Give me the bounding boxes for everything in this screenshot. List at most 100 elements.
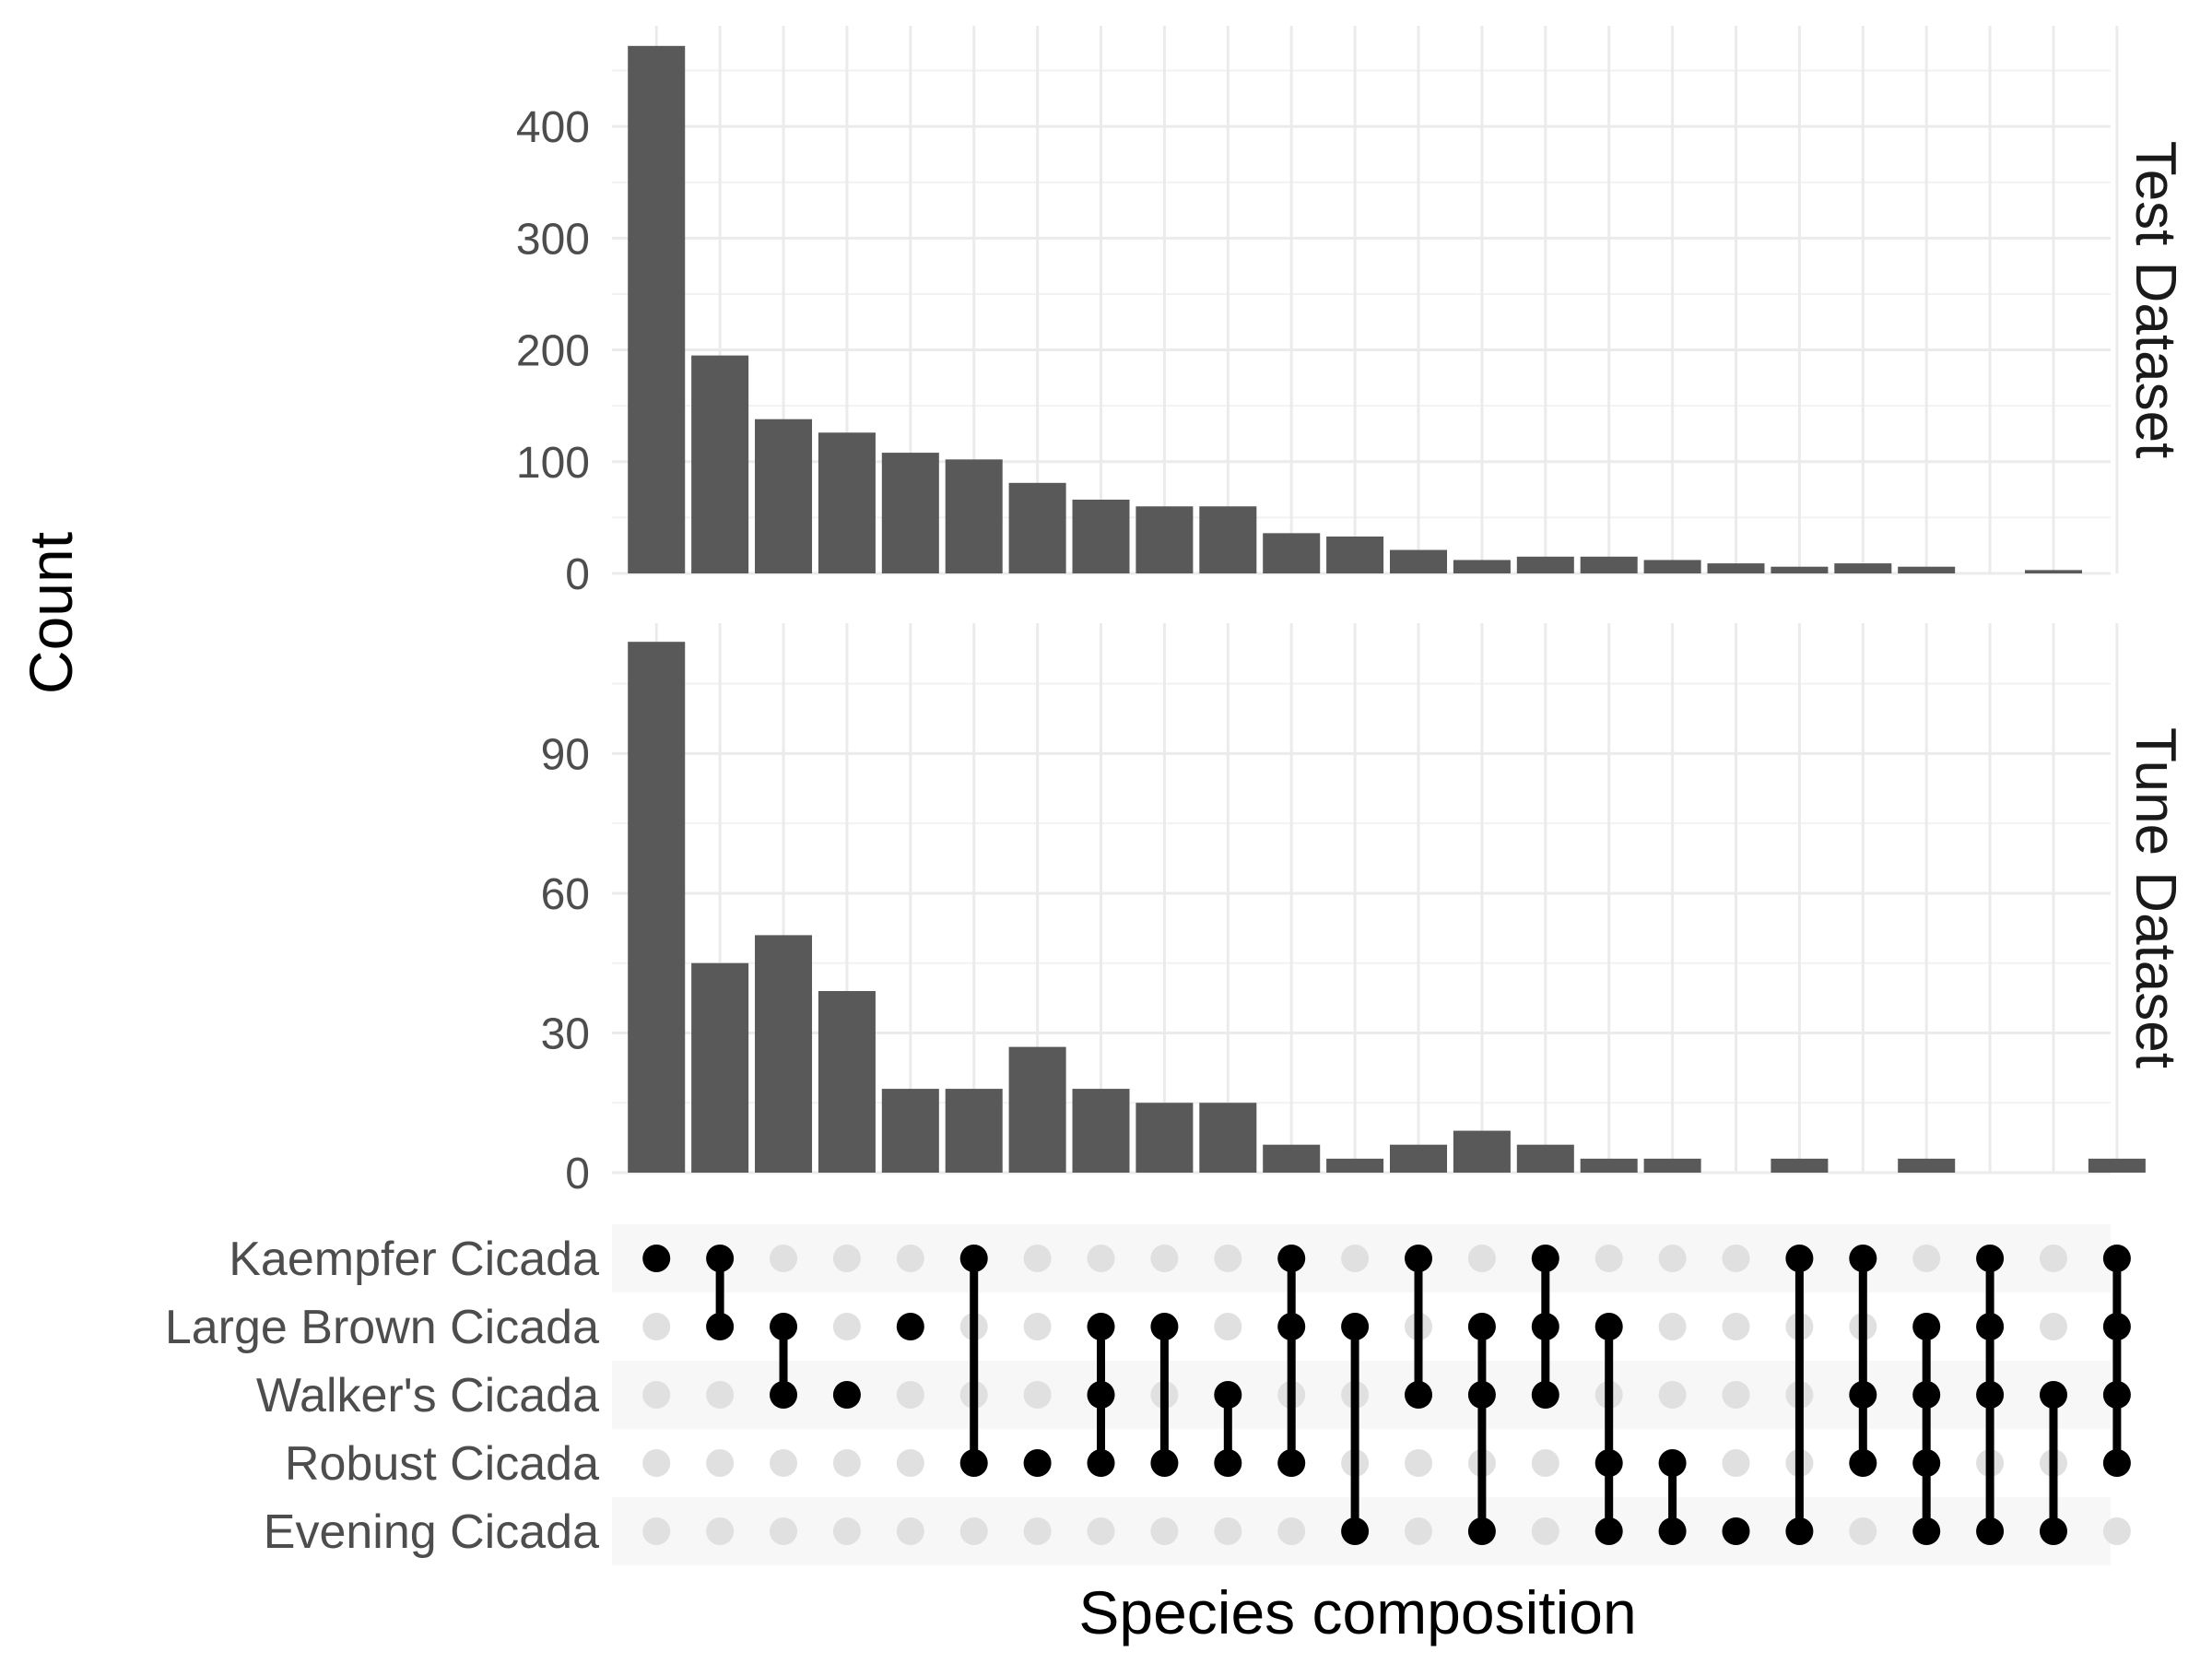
bar	[1580, 556, 1638, 573]
inactive-dot	[1023, 1245, 1052, 1272]
bar	[1390, 1144, 1448, 1173]
active-dot	[770, 1381, 798, 1409]
bar	[1771, 1158, 1829, 1173]
inactive-dot	[2102, 1517, 2131, 1545]
inactive-dot	[1405, 1517, 1433, 1545]
active-dot	[1467, 1381, 1496, 1409]
bar	[1643, 1158, 1701, 1173]
y-tick-label: 300	[516, 215, 590, 264]
inactive-dot	[642, 1517, 671, 1545]
bar	[1516, 1144, 1574, 1173]
panel-test: 0 100 200 300 400 Test Dataset	[516, 26, 2187, 599]
facet-strip-label: Tune Dataset	[2124, 727, 2187, 1068]
active-dot	[1785, 1517, 1814, 1545]
inactive-dot	[1023, 1517, 1052, 1545]
active-dot	[1277, 1449, 1306, 1477]
active-dot	[1976, 1381, 2005, 1409]
y-tick-label: 100	[516, 439, 590, 488]
inactive-dot	[1087, 1517, 1115, 1545]
active-dot	[1277, 1313, 1306, 1340]
inactive-dot	[1594, 1245, 1623, 1272]
inactive-dot	[1087, 1245, 1115, 1272]
bar	[1834, 563, 1892, 573]
inactive-dot	[1341, 1245, 1370, 1272]
bar-panels: 0 100 200 300 400 Test Dataset 0 30 60 90 Tune Dat…	[516, 26, 2187, 1198]
active-dot	[1150, 1313, 1179, 1340]
bar	[1707, 563, 1765, 573]
active-dot	[1214, 1449, 1242, 1477]
set-label: Evening Cicada	[264, 1505, 599, 1559]
active-dot	[1467, 1517, 1496, 1545]
inactive-dot	[1912, 1245, 1941, 1272]
inactive-dot	[832, 1313, 861, 1340]
active-dot	[770, 1313, 798, 1340]
bar	[1516, 556, 1574, 573]
inactive-dot	[1214, 1313, 1242, 1340]
bar	[1008, 1046, 1066, 1173]
active-dot	[2039, 1517, 2067, 1545]
y-axis-title: Count	[17, 532, 85, 694]
active-dot	[1912, 1313, 1941, 1340]
active-dot	[1785, 1245, 1814, 1272]
active-dot	[1214, 1381, 1242, 1409]
active-dot	[1087, 1381, 1115, 1409]
inactive-dot	[770, 1517, 798, 1545]
inactive-dot	[896, 1449, 924, 1477]
inactive-dot	[1023, 1313, 1052, 1340]
active-dot	[1531, 1381, 1559, 1409]
y-tick-label: 0	[565, 1150, 590, 1198]
active-dot	[1405, 1381, 1433, 1409]
bar	[1263, 1144, 1321, 1173]
inactive-dot	[1531, 1449, 1559, 1477]
active-dot	[1150, 1449, 1179, 1477]
bar	[1072, 1089, 1130, 1173]
inactive-dot	[1658, 1313, 1687, 1340]
active-dot	[1594, 1313, 1623, 1340]
active-dot	[896, 1313, 924, 1340]
active-dot	[642, 1245, 671, 1272]
bar	[1263, 533, 1321, 573]
bar	[691, 355, 749, 573]
bar	[1072, 499, 1130, 573]
active-dot	[1594, 1517, 1623, 1545]
bar	[1326, 1158, 1384, 1173]
active-dot	[2102, 1449, 2131, 1477]
bar	[1453, 560, 1511, 573]
y-tick-label: 30	[541, 1009, 590, 1058]
active-dot	[1849, 1245, 1877, 1272]
active-dot	[706, 1245, 735, 1272]
inactive-dot	[1277, 1517, 1306, 1545]
set-label: Large Brown Cicada	[165, 1301, 599, 1354]
active-dot	[1087, 1449, 1115, 1477]
set-label: Robust Cicada	[285, 1437, 599, 1491]
active-dot	[832, 1381, 861, 1409]
inactive-dot	[959, 1517, 988, 1545]
inactive-dot	[642, 1449, 671, 1477]
bar	[1199, 1103, 1257, 1173]
active-dot	[1722, 1517, 1750, 1545]
inactive-dot	[1023, 1381, 1052, 1409]
bar	[2024, 570, 2082, 573]
active-dot	[1594, 1449, 1623, 1477]
inactive-dot	[706, 1449, 735, 1477]
bar	[818, 432, 876, 573]
bar	[945, 1089, 1003, 1173]
inactive-dot	[1722, 1449, 1750, 1477]
inactive-dot	[1214, 1245, 1242, 1272]
active-dot	[1341, 1313, 1370, 1340]
active-dot	[1531, 1313, 1559, 1340]
bar	[1898, 1158, 1956, 1173]
active-dot	[2039, 1381, 2067, 1409]
active-dot	[959, 1245, 988, 1272]
y-tick-label: 200	[516, 327, 590, 376]
inactive-dot	[1467, 1245, 1496, 1272]
active-dot	[1277, 1245, 1306, 1272]
active-dot	[706, 1313, 735, 1340]
active-dot	[2102, 1313, 2131, 1340]
active-dot	[1467, 1313, 1496, 1340]
active-dot	[1976, 1313, 2005, 1340]
bar	[755, 935, 813, 1173]
y-tick-label: 60	[541, 870, 590, 919]
inactive-dot	[1658, 1381, 1687, 1409]
